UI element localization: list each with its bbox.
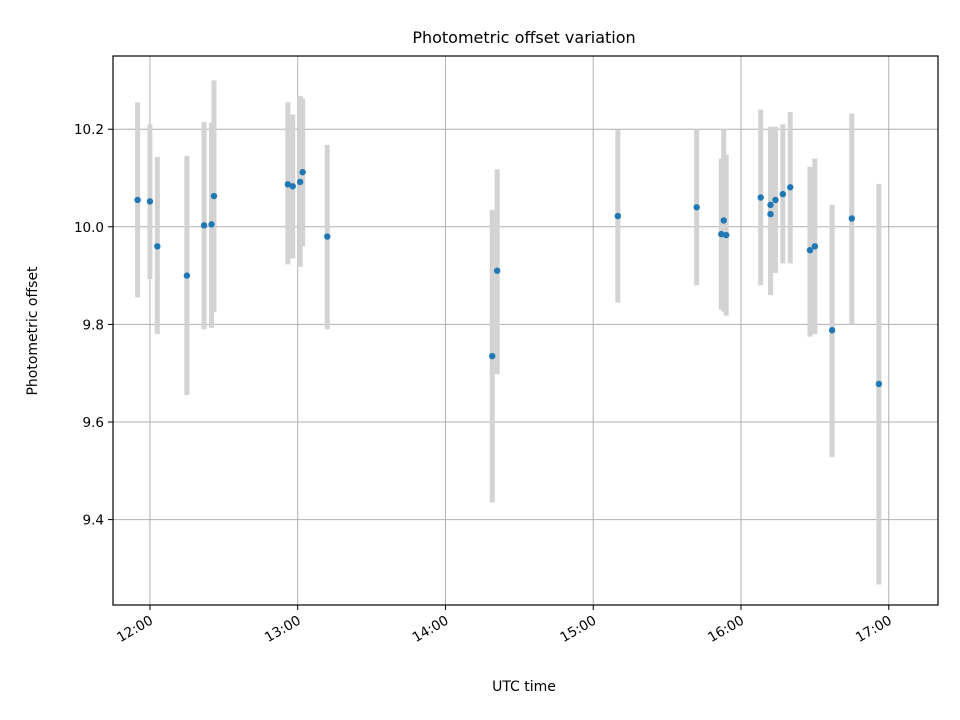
data-point bbox=[289, 183, 296, 190]
y-axis: 9.4 9.6 9.8 10.0 10.2 bbox=[74, 122, 113, 529]
y-tick-label: 9.8 bbox=[83, 317, 104, 333]
data-point bbox=[134, 196, 141, 204]
y-tick-label: 9.4 bbox=[83, 513, 104, 529]
x-axis-label: UTC time bbox=[492, 679, 556, 695]
data-point bbox=[146, 198, 154, 205]
data-point bbox=[296, 178, 304, 186]
x-tick-label: 17:00 bbox=[853, 613, 895, 646]
data-point bbox=[299, 168, 306, 176]
y-tick-label: 9.6 bbox=[83, 415, 104, 431]
data-point bbox=[767, 201, 774, 209]
data-point bbox=[767, 210, 774, 218]
data-point bbox=[848, 215, 856, 222]
data-point bbox=[811, 243, 819, 250]
y-tick-label: 10.0 bbox=[74, 220, 104, 236]
data-point bbox=[772, 196, 779, 204]
data-point bbox=[493, 267, 501, 274]
data-point bbox=[208, 221, 215, 228]
x-tick-label: 13:00 bbox=[262, 613, 304, 646]
data-point bbox=[284, 181, 292, 188]
x-axis: 12:00 13:00 14:00 15:00 16:00 17:00 bbox=[114, 605, 895, 646]
y-axis-label: Photometric offset bbox=[25, 266, 41, 396]
data-point bbox=[154, 243, 161, 250]
data-point bbox=[183, 272, 191, 279]
x-tick-label: 14:00 bbox=[410, 613, 452, 646]
data-point bbox=[779, 190, 787, 198]
chart-title: Photometric offset variation bbox=[412, 28, 635, 47]
data-point bbox=[324, 233, 331, 240]
error-bars bbox=[135, 80, 882, 585]
data-points bbox=[134, 168, 883, 388]
data-point bbox=[489, 352, 496, 360]
data-point bbox=[757, 194, 764, 201]
data-point bbox=[828, 327, 836, 334]
x-tick-label: 16:00 bbox=[705, 613, 747, 646]
data-point bbox=[806, 247, 814, 254]
data-point bbox=[693, 204, 700, 211]
data-point bbox=[720, 217, 727, 224]
data-point bbox=[718, 230, 725, 238]
data-point bbox=[614, 212, 622, 220]
y-tick-label: 10.2 bbox=[74, 122, 104, 138]
data-point bbox=[787, 184, 794, 191]
x-tick-label: 12:00 bbox=[114, 613, 156, 646]
data-point bbox=[200, 222, 208, 229]
data-point bbox=[723, 231, 730, 239]
data-point bbox=[875, 380, 883, 388]
data-point bbox=[210, 192, 218, 200]
plot-frame bbox=[112, 55, 939, 606]
x-tick-label: 15:00 bbox=[558, 613, 600, 646]
